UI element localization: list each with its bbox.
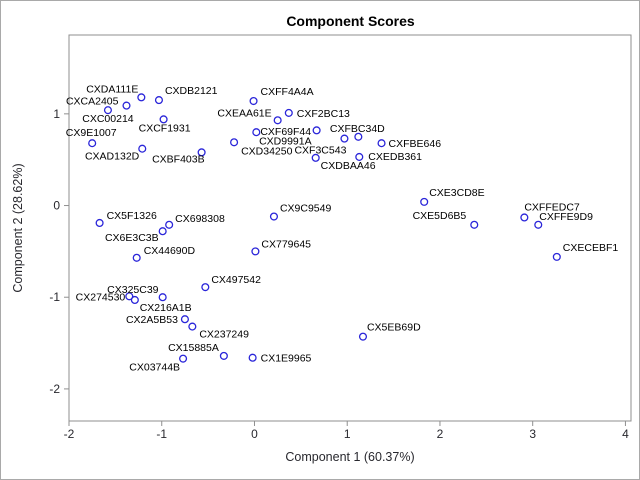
data-point-label: CXD9991A [259,135,312,147]
data-point [179,354,188,363]
data-point [534,220,543,229]
x-tick-label: 2 [437,427,444,441]
x-axis-title: Component 1 (60.37%) [285,450,414,464]
data-point-label: CX237249 [199,329,249,341]
data-point [103,106,113,115]
y-tick-label: 1 [53,107,60,121]
data-point [248,353,257,362]
data-point [138,144,147,153]
data-point-label: CXAD132D [85,151,140,163]
data-point-label: CXBF403B [152,153,205,165]
data-point-label: CX15885A [168,342,219,354]
data-point-label: CXF3C543 [294,145,346,157]
data-point [132,253,141,262]
data-point-label: CXCA2405 [66,96,119,108]
plot-area [68,34,632,422]
data-point [420,197,429,206]
data-point [125,292,134,301]
data-point [201,283,210,292]
data-point-label: CXFBE646 [389,138,442,150]
data-point [470,220,479,229]
data-point-label: CXEDB361 [368,151,422,163]
data-point-label: CXDBAA46 [321,160,376,172]
data-point-label: CX216A1B [140,302,192,314]
data-point [340,134,349,143]
data-point [180,315,189,324]
data-point [273,116,282,125]
data-point [197,148,206,157]
data-point-label: CX1E9965 [261,353,312,365]
data-point [252,128,261,137]
data-point-label: CXDA111E [86,83,138,95]
data-point [159,115,168,124]
data-point [158,293,167,302]
data-point-label: CXE5D6B5 [413,210,467,222]
data-point-label: CX03744B [129,362,180,374]
data-point [158,227,167,236]
data-point [122,101,131,110]
data-point-label: CXDB2121 [165,85,218,97]
data-point [358,332,368,341]
data-point [165,220,174,229]
data-point-label: CX497542 [211,274,261,286]
data-point [284,108,293,117]
data-point-label: CX325C39 [107,284,159,296]
data-point-label: CX2A5B53 [126,314,178,326]
data-point-label: CX698308 [175,213,225,225]
data-point-label: CXFFE9D9 [539,211,593,223]
chart-title: Component Scores [286,13,415,29]
data-point-label: CXECEBF1 [563,242,619,254]
data-point-label: CX274530 [76,291,126,303]
data-point [154,96,164,105]
data-point-label: CX5F1326 [107,210,157,222]
data-point [230,138,239,147]
data-point [251,247,260,256]
data-point-label: CXEAA61E [217,107,271,119]
data-point-label: CXCF1931 [139,122,191,134]
data-point [219,351,228,360]
data-point-label: CXC00214 [82,113,134,125]
data-point [312,126,321,135]
x-tick-label: 4 [622,427,629,441]
data-point [188,322,197,331]
y-axis-title: Component 2 (28.62%) [11,163,25,292]
data-point [552,252,561,261]
data-point-label: CX5EB69D [367,322,421,334]
data-point-label: CXFBC34D [330,123,385,135]
x-tick-label: 3 [529,427,536,441]
data-point [95,218,104,228]
data-point [311,153,320,162]
y-tick-label: -1 [49,290,60,304]
x-tick-label: -1 [156,427,167,441]
data-point [137,93,146,102]
data-point [377,139,386,148]
data-point [249,96,258,106]
data-point-label: CXF2BC13 [297,108,350,120]
x-tick-label: 1 [344,427,351,441]
data-point-label: CXF69F44 [260,126,311,138]
data-point [520,213,529,222]
x-tick-label: 0 [251,427,258,441]
data-point [130,295,139,305]
data-point-label: CX9C9549 [280,203,332,215]
data-point-label: CX779645 [261,238,311,250]
data-point [354,132,363,141]
data-point [88,139,97,148]
x-tick-label: -2 [64,427,75,441]
y-tick-label: -2 [49,382,60,396]
data-point-label: CX6E3C3B [105,232,159,244]
y-tick-label: 0 [53,199,60,213]
data-point-label: CXFFEDC7 [524,201,580,213]
data-point-label: CXFF4A4A [261,86,314,98]
data-point-label: CX9E1007 [66,127,117,139]
data-point-label: CXD34250 [241,145,293,157]
data-point [355,152,364,161]
data-point-label: CX44690D [144,245,196,257]
data-point [269,212,279,221]
data-point-label: CXE3CD8E [429,187,484,199]
